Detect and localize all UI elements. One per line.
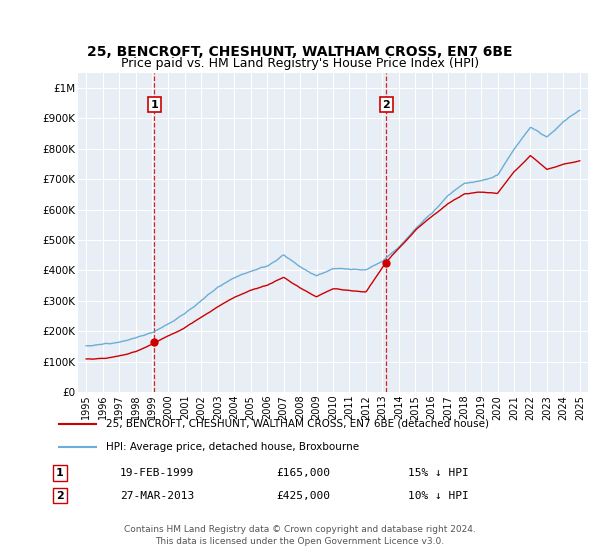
Text: Price paid vs. HM Land Registry's House Price Index (HPI): Price paid vs. HM Land Registry's House … [121, 57, 479, 70]
Text: HPI: Average price, detached house, Broxbourne: HPI: Average price, detached house, Brox… [106, 442, 359, 452]
Text: 10% ↓ HPI: 10% ↓ HPI [408, 491, 469, 501]
Text: 25, BENCROFT, CHESHUNT, WALTHAM CROSS, EN7 6BE (detached house): 25, BENCROFT, CHESHUNT, WALTHAM CROSS, E… [106, 419, 489, 429]
Text: 25, BENCROFT, CHESHUNT, WALTHAM CROSS, EN7 6BE: 25, BENCROFT, CHESHUNT, WALTHAM CROSS, E… [87, 45, 513, 59]
Text: £425,000: £425,000 [276, 491, 330, 501]
Text: 2: 2 [382, 100, 390, 110]
Text: 1: 1 [150, 100, 158, 110]
Text: £165,000: £165,000 [276, 468, 330, 478]
Text: 27-MAR-2013: 27-MAR-2013 [120, 491, 194, 501]
Text: 19-FEB-1999: 19-FEB-1999 [120, 468, 194, 478]
Text: 1: 1 [56, 468, 64, 478]
Text: 15% ↓ HPI: 15% ↓ HPI [408, 468, 469, 478]
Text: Contains HM Land Registry data © Crown copyright and database right 2024.
This d: Contains HM Land Registry data © Crown c… [124, 525, 476, 546]
Text: 2: 2 [56, 491, 64, 501]
